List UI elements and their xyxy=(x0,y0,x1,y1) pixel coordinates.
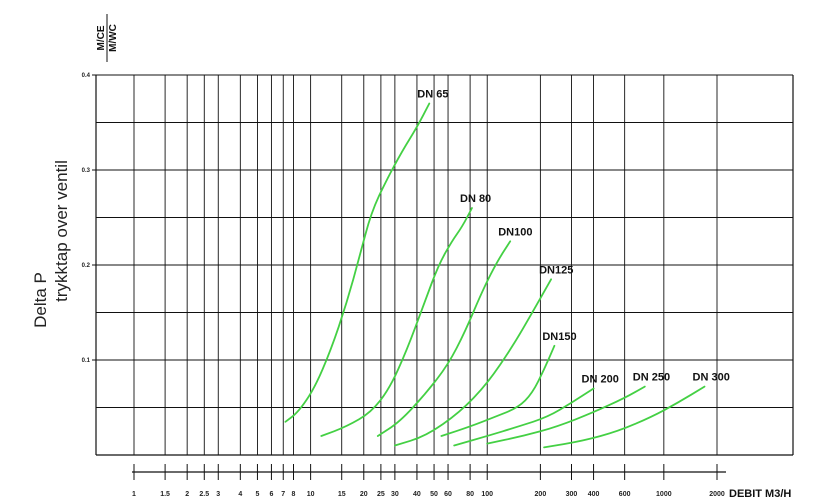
x-tick-label: 600 xyxy=(619,491,631,498)
series-line xyxy=(486,385,646,445)
series-label: DN 300 xyxy=(693,372,730,384)
x-tick-label: 40 xyxy=(413,491,421,498)
x-tick-label: 20 xyxy=(360,491,368,498)
x-tick-label: 6 xyxy=(269,491,273,498)
series-line xyxy=(284,102,431,423)
series-line xyxy=(440,344,556,437)
x-tick-label: 300 xyxy=(566,491,578,498)
x-tick-label: 8 xyxy=(292,491,296,498)
x-tick-label: 4 xyxy=(238,491,242,498)
x-tick-label: 25 xyxy=(377,491,385,498)
series-line xyxy=(376,240,512,437)
x-axis-label: DEBIT M3/H xyxy=(729,488,791,500)
x-tick-label: 60 xyxy=(444,491,452,498)
series-label: DN150 xyxy=(542,331,576,343)
series-label: DN 80 xyxy=(460,193,491,205)
x-tick-label: 50 xyxy=(430,491,438,498)
grid xyxy=(96,74,793,455)
x-tick-label: 80 xyxy=(466,491,474,498)
series-label: DN 65 xyxy=(417,89,448,101)
series-label: DN 200 xyxy=(582,374,619,386)
x-tick-label: 2.5 xyxy=(199,491,209,498)
x-tick-label: 2000 xyxy=(709,491,725,498)
y-tick-label: 0.3 xyxy=(82,168,91,174)
x-tick-label: 400 xyxy=(588,491,600,498)
y-unit-mwc: M/WC xyxy=(108,24,119,52)
x-tick-label: 5 xyxy=(255,491,259,498)
y-axis-label-line2: trykktap over ventil xyxy=(52,160,71,302)
x-tick-label: 1.5 xyxy=(160,491,170,498)
series-line xyxy=(543,385,706,449)
x-axis: 1 1.5 2 2.5 3 4 5 6 7 8 10 15 20 25 30 40 50 60 80 100 200 30… xyxy=(132,464,726,498)
y-axis: 0.1 0.2 0.3 0.4 xyxy=(82,73,96,364)
series-label: DN 250 xyxy=(633,372,670,384)
series-line xyxy=(394,278,552,447)
x-tick-label: 1 xyxy=(132,491,136,498)
x-tick-label: 100 xyxy=(481,491,493,498)
series-label: DN125 xyxy=(539,264,573,276)
series-label: DN100 xyxy=(498,226,532,238)
series-group xyxy=(284,102,706,449)
y-axis-label-line1: Delta P xyxy=(31,272,50,328)
series-line xyxy=(320,207,473,437)
y-tick-label: 0.4 xyxy=(82,73,91,79)
y-unit-mce: M/CE xyxy=(96,25,107,50)
y-tick-label: 0.2 xyxy=(82,263,91,269)
x-tick-label: 30 xyxy=(391,491,399,498)
x-tick-label: 7 xyxy=(281,491,285,498)
x-tick-label: 2 xyxy=(185,491,189,498)
x-tick-label: 10 xyxy=(307,491,315,498)
x-tick-label: 200 xyxy=(535,491,547,498)
y-tick-label: 0.1 xyxy=(82,358,91,364)
series-line xyxy=(453,387,595,447)
x-tick-label: 1000 xyxy=(656,491,672,498)
series-labels: DN 65 DN 80 DN100 DN125 DN150 DN 200 DN 250 DN … xyxy=(417,89,730,386)
x-tick-label: 3 xyxy=(216,491,220,498)
x-tick-label: 15 xyxy=(338,491,346,498)
